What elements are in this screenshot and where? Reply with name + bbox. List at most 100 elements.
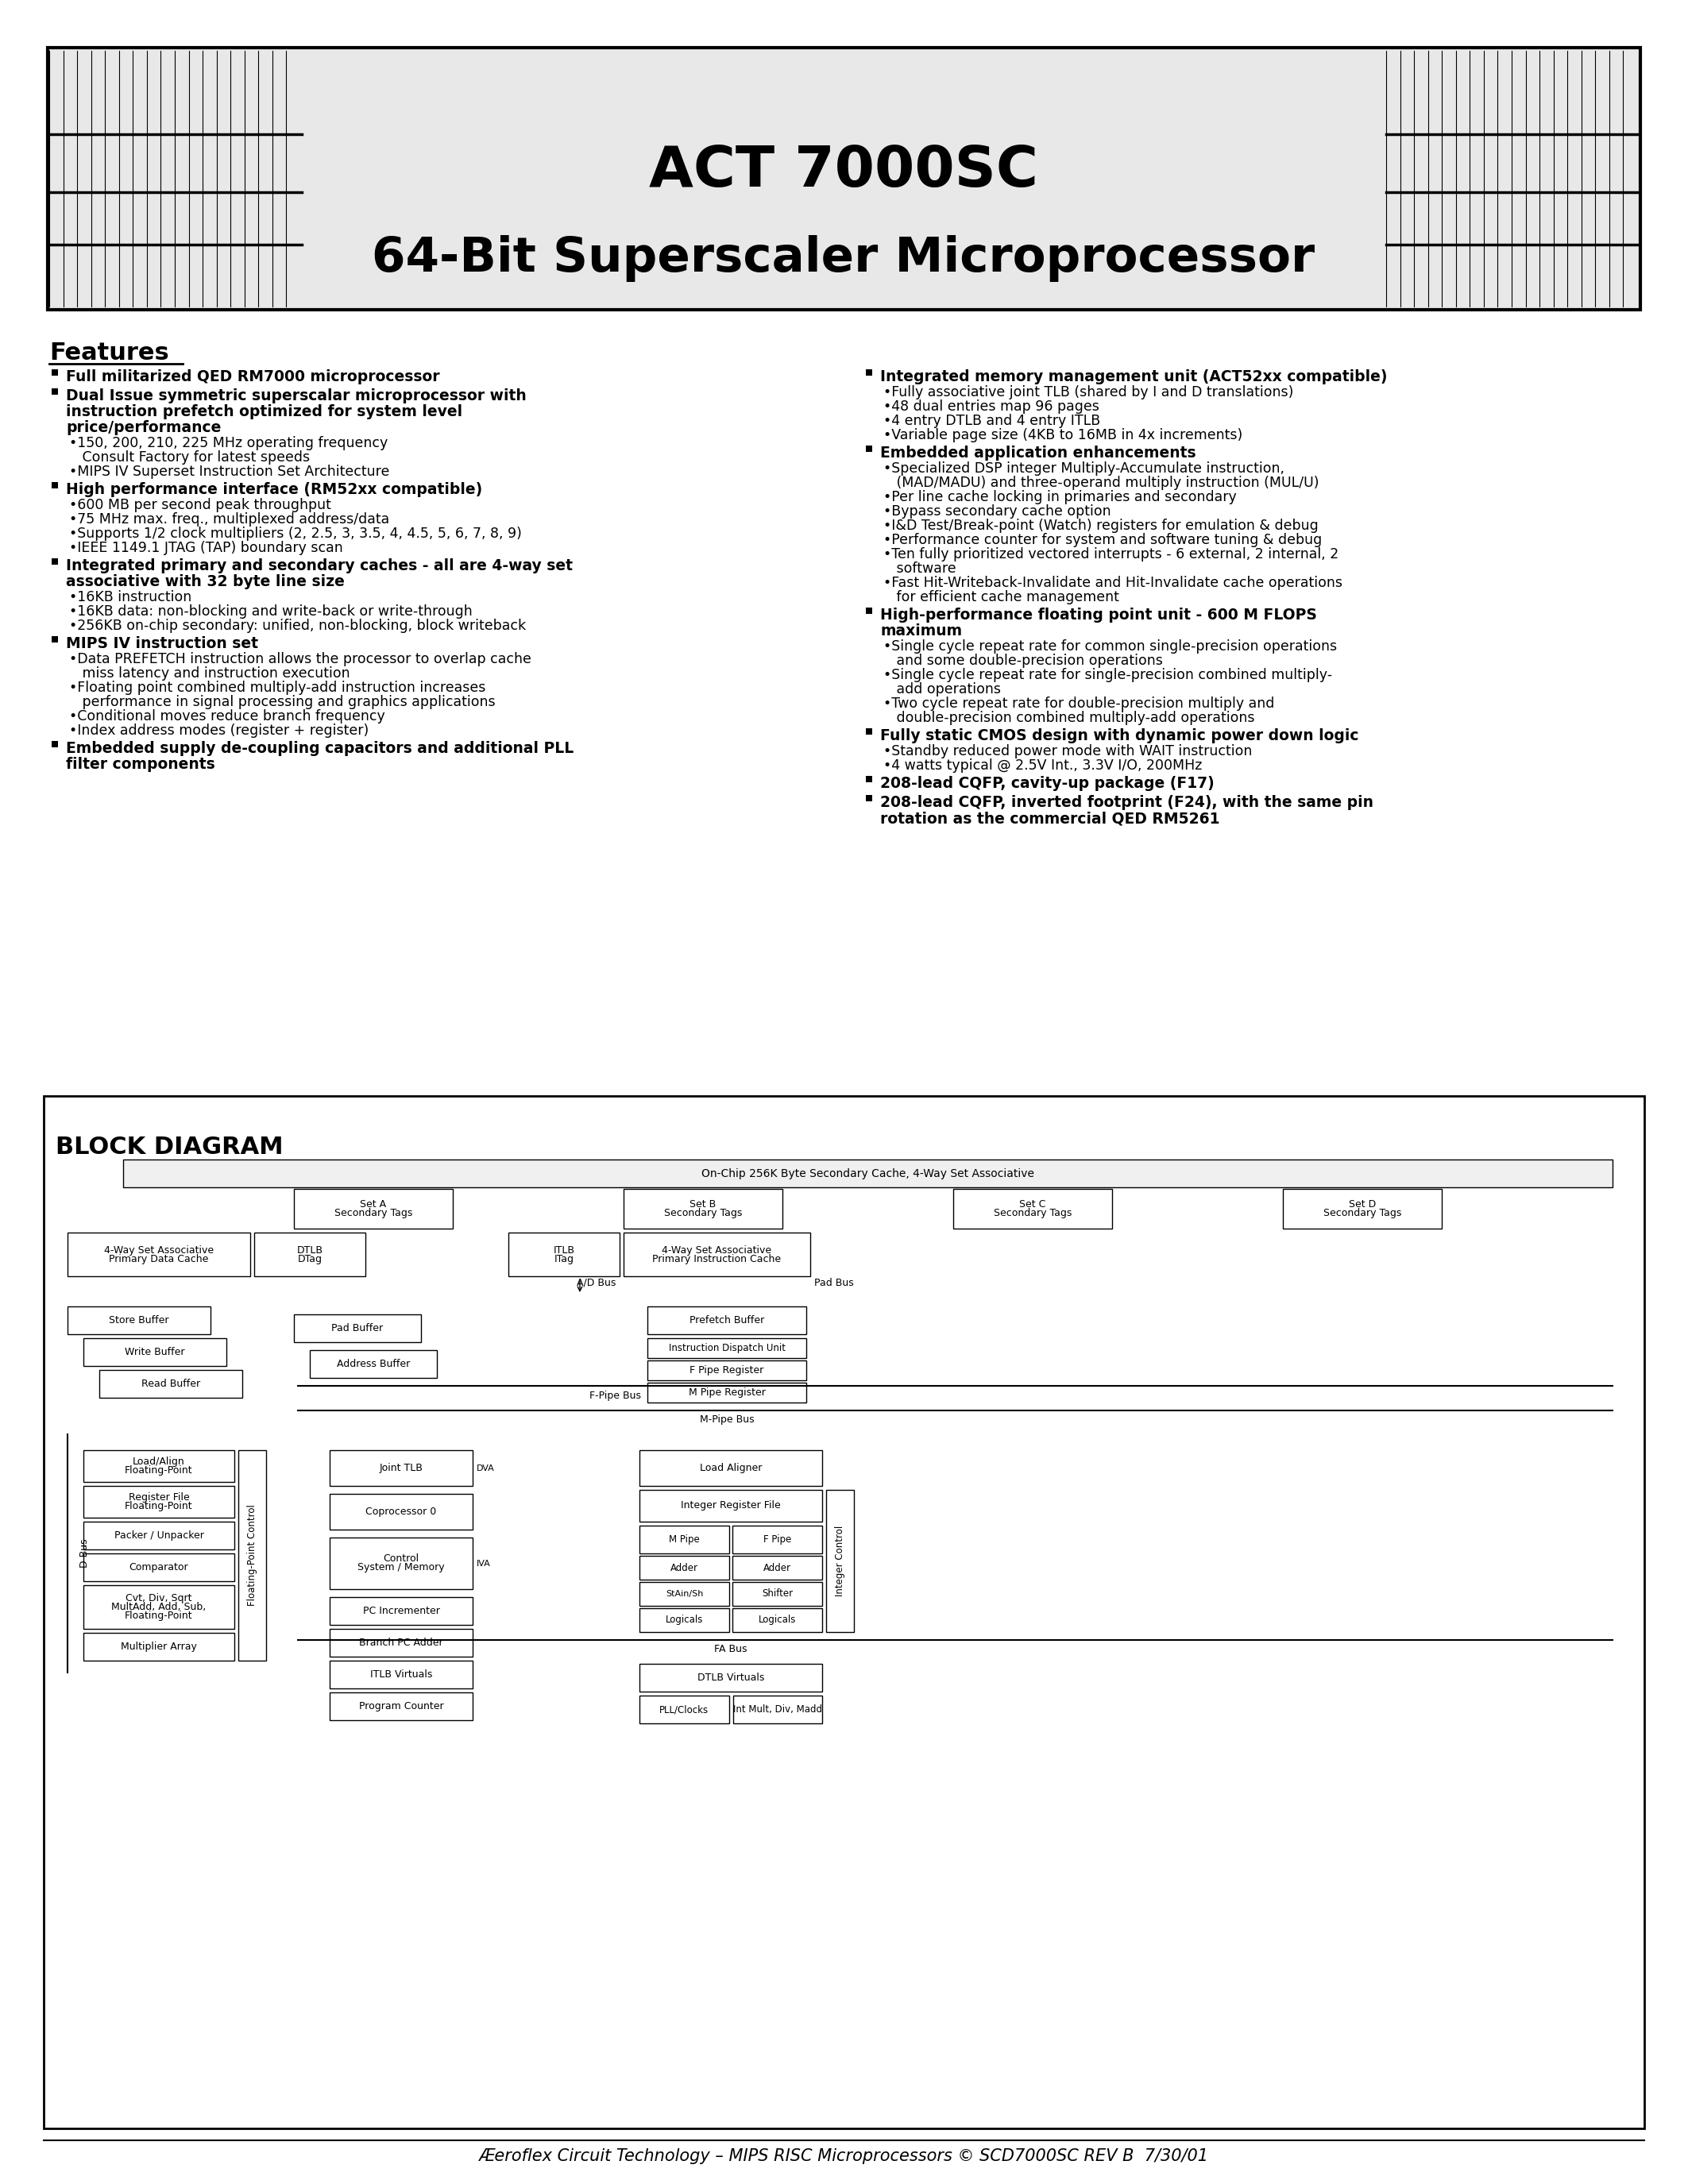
- Bar: [83, 1634, 235, 1660]
- Text: DTLB Virtuals: DTLB Virtuals: [697, 1673, 765, 1684]
- Text: Control: Control: [383, 1553, 419, 1564]
- Bar: [640, 1450, 822, 1485]
- Text: Secondary Tags: Secondary Tags: [334, 1208, 412, 1219]
- Bar: [123, 1160, 1612, 1188]
- Text: •Per line cache locking in primaries and secondary: •Per line cache locking in primaries and…: [883, 489, 1237, 505]
- Text: Set D: Set D: [1349, 1199, 1376, 1210]
- Text: Int Mult, Div, Madd: Int Mult, Div, Madd: [733, 1704, 822, 1714]
- Bar: [83, 1450, 235, 1483]
- Text: software: software: [883, 561, 955, 577]
- Text: A/D Bus: A/D Bus: [576, 1278, 616, 1289]
- Bar: [866, 775, 873, 782]
- Text: Features: Features: [49, 341, 169, 365]
- Bar: [866, 446, 873, 452]
- Bar: [52, 636, 57, 642]
- Text: •4 entry DTLB and 4 entry ITLB: •4 entry DTLB and 4 entry ITLB: [883, 413, 1101, 428]
- Bar: [329, 1629, 473, 1658]
- Text: Load/Align: Load/Align: [133, 1457, 186, 1468]
- Bar: [83, 1485, 235, 1518]
- Text: miss latency and instruction execution: miss latency and instruction execution: [69, 666, 349, 681]
- Text: Embedded supply de-coupling capacitors and additional PLL: Embedded supply de-coupling capacitors a…: [66, 740, 574, 756]
- Bar: [294, 1188, 452, 1230]
- Bar: [52, 369, 57, 376]
- Text: Consult Factory for latest speeds: Consult Factory for latest speeds: [69, 450, 311, 465]
- Text: •16KB instruction: •16KB instruction: [69, 590, 192, 605]
- Bar: [329, 1597, 473, 1625]
- Text: (MAD/MADU) and three-operand multiply instruction (MUL/U): (MAD/MADU) and three-operand multiply in…: [883, 476, 1318, 489]
- Text: Adder: Adder: [763, 1562, 792, 1572]
- Text: M Pipe Register: M Pipe Register: [689, 1387, 765, 1398]
- Text: D Bus: D Bus: [79, 1540, 89, 1568]
- Text: FA Bus: FA Bus: [714, 1645, 748, 1655]
- Text: Integrated primary and secondary caches - all are 4-way set: Integrated primary and secondary caches …: [66, 559, 572, 574]
- Bar: [640, 1527, 729, 1553]
- Text: •Fully associative joint TLB (shared by I and D translations): •Fully associative joint TLB (shared by …: [883, 384, 1293, 400]
- Text: •Single cycle repeat rate for common single-precision operations: •Single cycle repeat rate for common sin…: [883, 640, 1337, 653]
- Text: ITLB: ITLB: [554, 1245, 574, 1256]
- Text: M Pipe: M Pipe: [668, 1535, 701, 1544]
- Text: •Variable page size (4KB to 16MB in 4x increments): •Variable page size (4KB to 16MB in 4x i…: [883, 428, 1242, 443]
- Text: maximum: maximum: [879, 622, 962, 638]
- Text: Logicals: Logicals: [665, 1614, 704, 1625]
- Text: DTag: DTag: [297, 1254, 322, 1265]
- Text: •Index address modes (register + register): •Index address modes (register + registe…: [69, 723, 368, 738]
- Bar: [44, 1096, 1644, 2129]
- Text: •Bypass secondary cache option: •Bypass secondary cache option: [883, 505, 1111, 518]
- Text: Cvt, Div, Sqrt: Cvt, Div, Sqrt: [125, 1592, 192, 1603]
- Text: Integrated memory management unit (ACT52xx compatible): Integrated memory management unit (ACT52…: [879, 369, 1388, 384]
- Text: Floating-Point: Floating-Point: [125, 1465, 192, 1476]
- Bar: [52, 559, 57, 566]
- Text: Adder: Adder: [670, 1562, 699, 1572]
- Bar: [508, 1232, 619, 1275]
- Text: •Fast Hit-Writeback-Invalidate and Hit-Invalidate cache operations: •Fast Hit-Writeback-Invalidate and Hit-I…: [883, 577, 1342, 590]
- Bar: [68, 1232, 250, 1275]
- Bar: [83, 1339, 226, 1365]
- Bar: [294, 1315, 420, 1343]
- Text: •48 dual entries map 96 pages: •48 dual entries map 96 pages: [883, 400, 1099, 413]
- Text: •4 watts typical @ 2.5V Int., 3.3V I/O, 200MHz: •4 watts typical @ 2.5V Int., 3.3V I/O, …: [883, 758, 1202, 773]
- Text: High performance interface (RM52xx compatible): High performance interface (RM52xx compa…: [66, 483, 483, 498]
- Bar: [648, 1361, 807, 1380]
- Text: Multiplier Array: Multiplier Array: [122, 1642, 197, 1651]
- Text: Write Buffer: Write Buffer: [125, 1348, 186, 1356]
- Text: Branch PC Adder: Branch PC Adder: [360, 1638, 442, 1649]
- Text: StAin/Sh: StAin/Sh: [665, 1590, 704, 1599]
- Text: PC Incrementer: PC Incrementer: [363, 1605, 439, 1616]
- Bar: [640, 1555, 729, 1579]
- Text: ACT 7000SC: ACT 7000SC: [648, 144, 1038, 199]
- Bar: [648, 1382, 807, 1402]
- Text: Shifter: Shifter: [761, 1588, 793, 1599]
- Text: Primary Instruction Cache: Primary Instruction Cache: [653, 1254, 782, 1265]
- Text: IVA: IVA: [476, 1559, 491, 1568]
- Text: Floating-Point Control: Floating-Point Control: [246, 1505, 257, 1605]
- Text: •Specialized DSP integer Multiply-Accumulate instruction,: •Specialized DSP integer Multiply-Accumu…: [883, 461, 1285, 476]
- Text: Fully static CMOS design with dynamic power down logic: Fully static CMOS design with dynamic po…: [879, 727, 1359, 743]
- Text: filter components: filter components: [66, 758, 214, 771]
- Bar: [1283, 1188, 1442, 1230]
- Bar: [954, 1188, 1112, 1230]
- Text: •IEEE 1149.1 JTAG (TAP) boundary scan: •IEEE 1149.1 JTAG (TAP) boundary scan: [69, 542, 343, 555]
- Bar: [866, 795, 873, 802]
- Bar: [311, 1350, 437, 1378]
- Text: DVA: DVA: [476, 1463, 495, 1472]
- Bar: [329, 1494, 473, 1529]
- Text: Address Buffer: Address Buffer: [336, 1358, 410, 1369]
- Text: performance in signal processing and graphics applications: performance in signal processing and gra…: [69, 695, 495, 710]
- Text: Secondary Tags: Secondary Tags: [1323, 1208, 1401, 1219]
- Bar: [238, 1450, 267, 1660]
- Text: for efficient cache management: for efficient cache management: [883, 590, 1119, 605]
- Text: •I&D Test/Break-point (Watch) registers for emulation & debug: •I&D Test/Break-point (Watch) registers …: [883, 518, 1318, 533]
- Text: 208-lead CQFP, cavity-up package (F17): 208-lead CQFP, cavity-up package (F17): [879, 775, 1214, 791]
- Text: Set A: Set A: [360, 1199, 387, 1210]
- Bar: [68, 1306, 211, 1334]
- Text: PLL/Clocks: PLL/Clocks: [660, 1704, 709, 1714]
- Text: Floating-Point: Floating-Point: [125, 1610, 192, 1621]
- Text: On-Chip 256K Byte Secondary Cache, 4-Way Set Associative: On-Chip 256K Byte Secondary Cache, 4-Way…: [702, 1168, 1035, 1179]
- Bar: [733, 1695, 822, 1723]
- Text: •Standby reduced power mode with WAIT instruction: •Standby reduced power mode with WAIT in…: [883, 745, 1252, 758]
- Bar: [329, 1693, 473, 1721]
- Bar: [52, 389, 57, 395]
- Bar: [640, 1581, 729, 1605]
- Bar: [640, 1664, 822, 1693]
- Bar: [866, 607, 873, 614]
